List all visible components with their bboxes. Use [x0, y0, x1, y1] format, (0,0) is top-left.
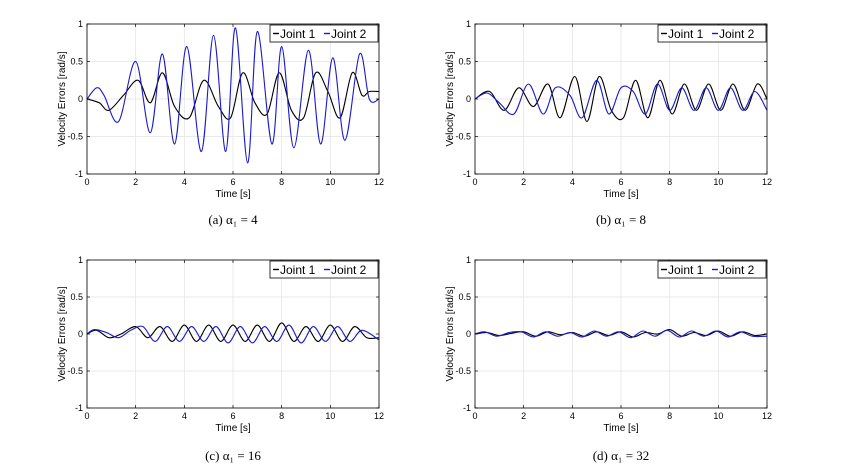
x-tick-label: 6 — [618, 177, 623, 187]
x-tick-label: 8 — [279, 411, 284, 421]
x-axis-label: Time [s] — [215, 189, 250, 200]
x-tick-label: 12 — [762, 411, 772, 421]
y-tick-label: 0 — [466, 94, 471, 104]
series-line-joint-2 — [474, 329, 768, 339]
y-tick-label: 0.5 — [458, 292, 471, 302]
x-tick-label: 8 — [667, 177, 672, 187]
x-tick-label: 0 — [472, 411, 477, 421]
x-tick-label: 2 — [521, 411, 526, 421]
x-tick-label: 4 — [570, 411, 575, 421]
y-tick-label: -0.5 — [67, 366, 83, 376]
x-tick-label: 0 — [472, 177, 477, 187]
y-axis-label: Velocity Errors [rad/s] — [57, 286, 68, 381]
legend-label-joint-1: Joint 1 — [668, 27, 704, 41]
series-line-joint-2 — [86, 324, 380, 344]
legend-label-joint-2: Joint 2 — [331, 263, 367, 277]
panel-d: 0 2 4 6 8 10 12 -1 -0.5 0 0.5 1 Time [s] Velocity Err… — [445, 255, 772, 463]
series-line-joint-2 — [474, 79, 768, 119]
legend-label-joint-2: Joint 2 — [719, 27, 755, 41]
y-tick-label: -1 — [463, 169, 471, 179]
panel-caption: (d) α₁ = 32 — [593, 448, 650, 463]
x-tick-label: 8 — [279, 177, 284, 187]
y-tick-label: 1 — [78, 255, 83, 265]
panel-a: 0 2 4 6 8 10 12 -1 -0.5 0 0.5 1 Time [s] Velocity Err… — [57, 19, 384, 227]
y-tick-label: 0 — [78, 94, 83, 104]
x-axis-label: Time [s] — [603, 423, 638, 434]
y-tick-label: 0.5 — [458, 57, 471, 67]
x-tick-label: 6 — [618, 411, 623, 421]
x-tick-label: 2 — [133, 411, 138, 421]
x-tick-label: 12 — [374, 411, 384, 421]
y-tick-label: 0 — [78, 329, 83, 339]
y-tick-label: 1 — [466, 255, 471, 265]
series-line-joint-1 — [474, 75, 768, 123]
legend: Joint 1 Joint 2 — [269, 260, 379, 279]
x-tick-label: 2 — [133, 177, 138, 187]
y-tick-label: -1 — [75, 403, 83, 413]
y-tick-label: -0.5 — [67, 132, 83, 142]
x-axis-label: Time [s] — [215, 423, 250, 434]
x-tick-label: 10 — [325, 411, 335, 421]
series-line-joint-1 — [474, 329, 768, 338]
x-tick-label: 6 — [230, 411, 235, 421]
x-tick-label: 8 — [667, 411, 672, 421]
y-tick-label: -0.5 — [455, 132, 471, 142]
panel-caption: (c) α₁ = 16 — [205, 448, 261, 463]
legend-label-joint-1: Joint 1 — [280, 27, 316, 41]
legend-label-joint-1: Joint 1 — [280, 263, 316, 277]
legend: Joint 1 Joint 2 — [657, 260, 767, 279]
x-tick-label: 0 — [84, 177, 89, 187]
x-tick-label: 12 — [762, 177, 772, 187]
x-tick-label: 4 — [182, 177, 187, 187]
x-tick-label: 4 — [570, 177, 575, 187]
x-tick-label: 2 — [521, 177, 526, 187]
y-axis-label: Velocity Errors [rad/s] — [445, 51, 456, 146]
y-tick-label: 1 — [466, 19, 471, 29]
panel-b: 0 2 4 6 8 10 12 -1 -0.5 0 0.5 1 Time [s] Velocity Err… — [445, 19, 772, 227]
panel-c: 0 2 4 6 8 10 12 -1 -0.5 0 0.5 1 Time [s] Velocity Err… — [57, 255, 384, 463]
panel-caption: (b) α₁ = 8 — [596, 212, 646, 227]
x-tick-label: 0 — [84, 411, 89, 421]
legend-label-joint-2: Joint 2 — [719, 263, 755, 277]
x-tick-label: 4 — [182, 411, 187, 421]
x-tick-label: 10 — [713, 177, 723, 187]
x-tick-label: 10 — [325, 177, 335, 187]
y-tick-label: -0.5 — [455, 366, 471, 376]
x-tick-label: 6 — [230, 177, 235, 187]
y-tick-label: 0.5 — [70, 57, 83, 67]
legend-label-joint-2: Joint 2 — [331, 27, 367, 41]
y-axis-label: Velocity Errors [rad/s] — [57, 51, 68, 146]
y-tick-label: -1 — [463, 403, 471, 413]
y-tick-label: 1 — [78, 19, 83, 29]
y-axis-label: Velocity Errors [rad/s] — [445, 286, 456, 381]
legend: Joint 1 Joint 2 — [657, 24, 767, 43]
legend: Joint 1 Joint 2 — [269, 24, 379, 43]
y-tick-label: -1 — [75, 169, 83, 179]
y-tick-label: 0.5 — [70, 292, 83, 302]
series-line-joint-1 — [86, 322, 380, 342]
series-line-joint-2 — [86, 27, 380, 164]
x-axis-label: Time [s] — [603, 189, 638, 200]
panel-caption: (a) α₁ = 4 — [208, 212, 258, 227]
y-tick-label: 0 — [466, 329, 471, 339]
x-tick-label: 12 — [374, 177, 384, 187]
legend-label-joint-1: Joint 1 — [668, 263, 704, 277]
x-tick-label: 10 — [713, 411, 723, 421]
